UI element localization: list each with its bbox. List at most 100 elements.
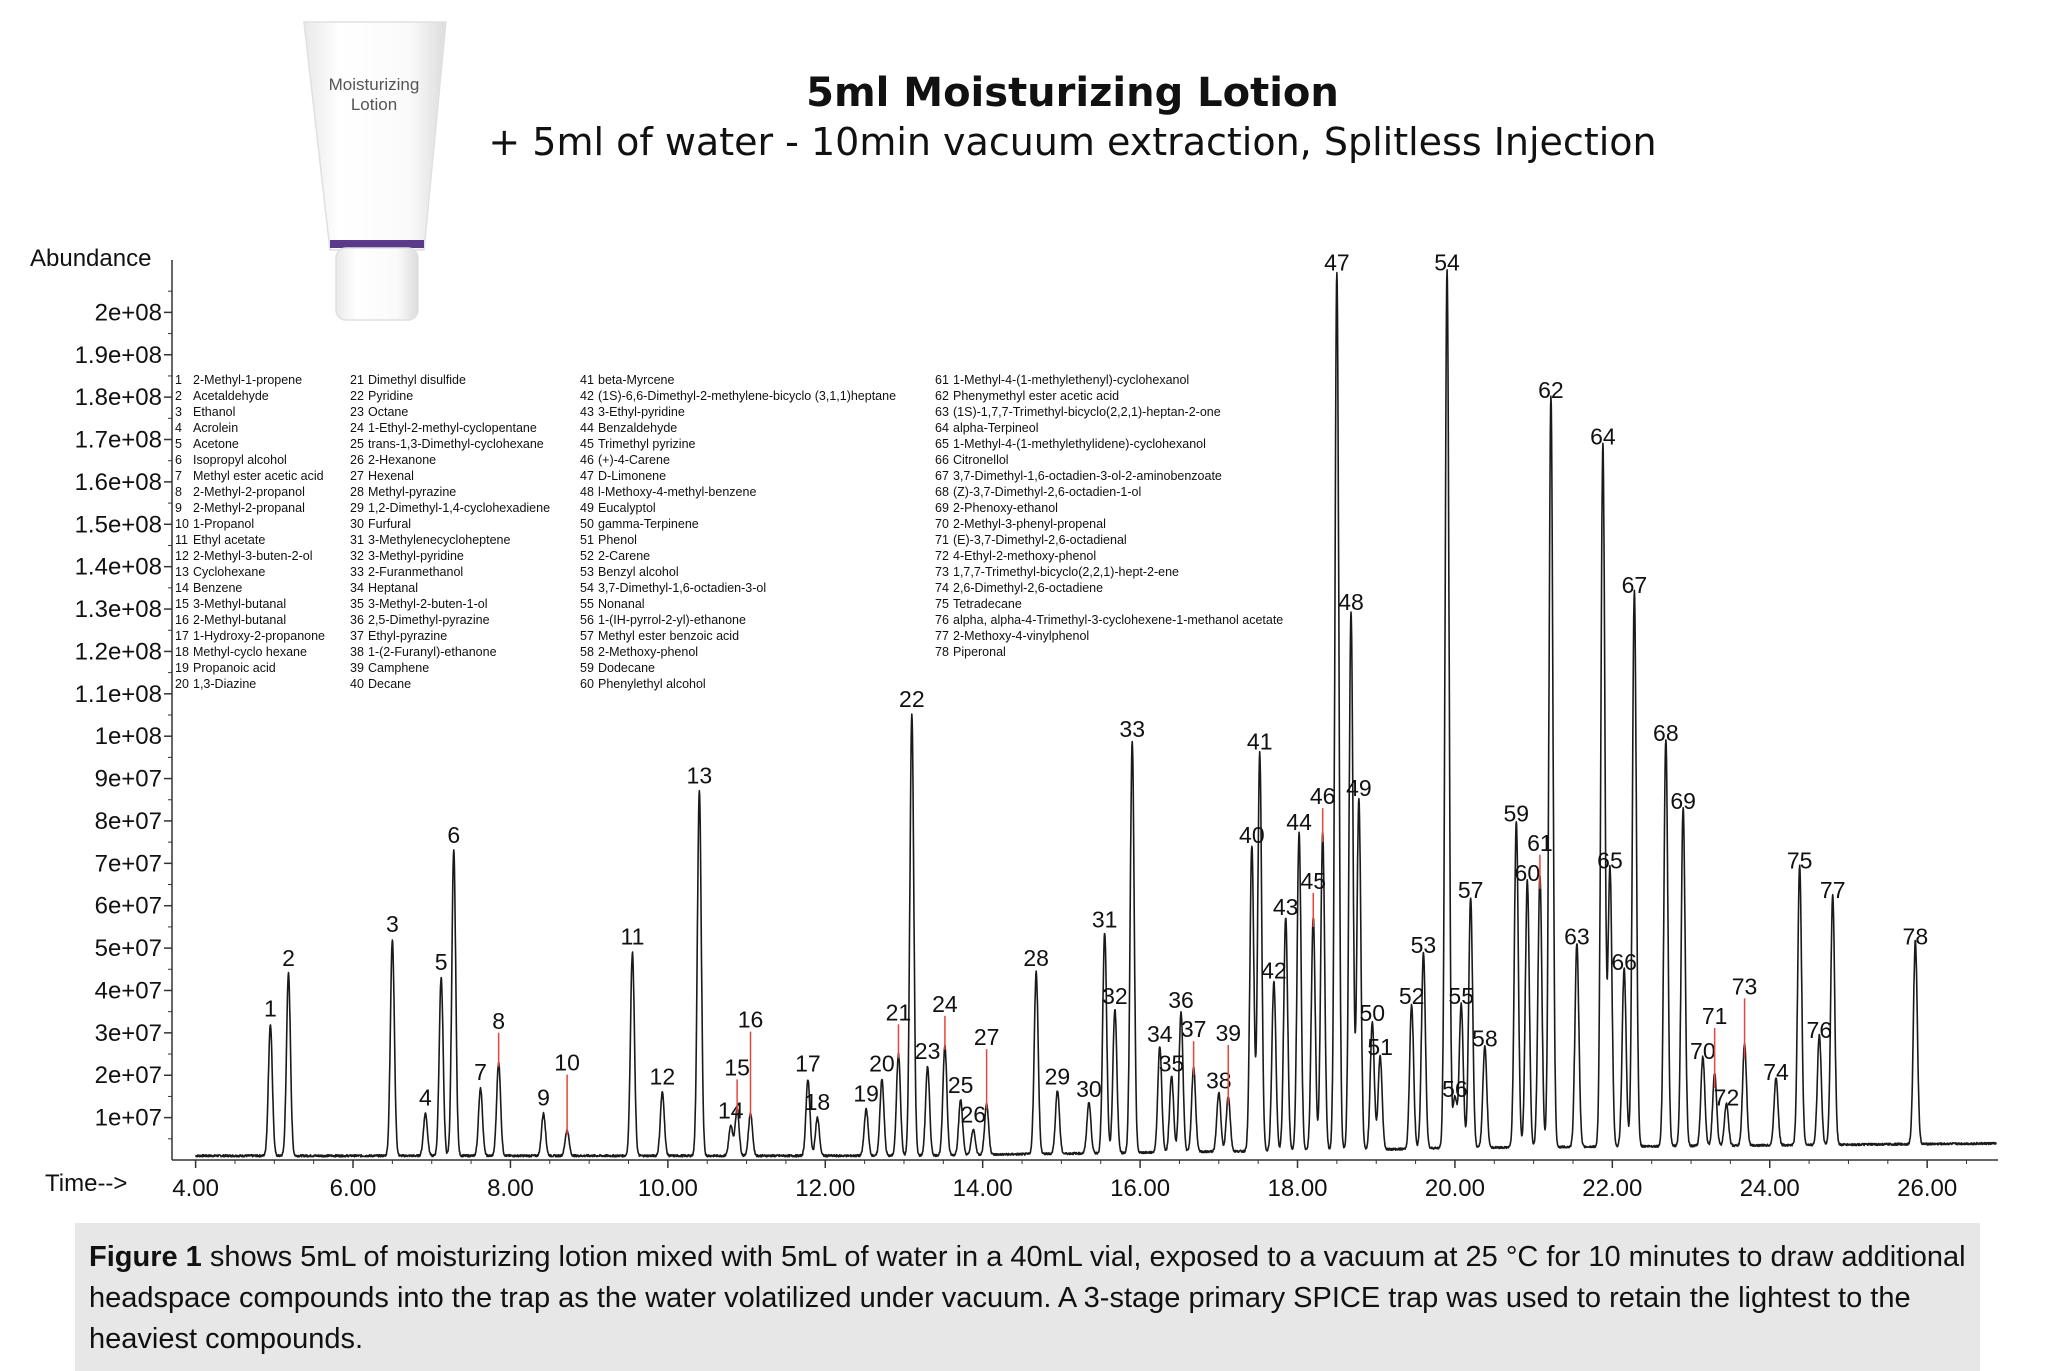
peak-label: 10 — [554, 1050, 580, 1076]
legend-entry-number: 78 — [935, 645, 949, 659]
peak-label: 46 — [1310, 783, 1336, 809]
legend-entry-number: 8 — [175, 485, 182, 499]
legend-entry-name: Decane — [368, 677, 412, 691]
legend-column: 61 1-Methyl-4-(1-methylethenyl)-cyclohexa… — [935, 372, 1283, 660]
peak-label: 69 — [1670, 788, 1696, 814]
legend-entry-name: 3-Ethyl-pyridine — [598, 405, 685, 419]
peak-label: 22 — [899, 686, 925, 712]
legend-entry: 67 3,7-Dimethyl-1,6-octadien-3-ol-2-amino… — [935, 468, 1283, 484]
peak-label: 55 — [1448, 983, 1474, 1009]
legend-entry: 17 1-Hydroxy-2-propanone — [175, 628, 325, 644]
peak-label: 2 — [282, 945, 295, 971]
peak-label: 26 — [960, 1102, 986, 1128]
legend-entry: 41 beta-Myrcene — [580, 372, 896, 388]
x-tick-label: 6.00 — [330, 1175, 377, 1202]
legend-entry: 38 1-(2-Furanyl)-ethanone — [350, 644, 550, 660]
legend-entry-name: 2-Methyl-butanal — [193, 613, 287, 627]
peak-label: 65 — [1597, 847, 1623, 873]
legend-entry-name: D-Limonene — [598, 469, 667, 483]
legend-entry-number: 12 — [175, 549, 189, 563]
chart-title: 5ml Moisturizing Lotion — [806, 70, 1339, 116]
figure-caption: Figure 1 shows 5mL of moisturizing lotio… — [75, 1223, 1980, 1371]
legend-entry: 58 2-Methoxy-phenol — [580, 644, 896, 660]
legend-entry: 29 1,2-Dimethyl-1,4-cyclohexadiene — [350, 500, 550, 516]
legend-entry-number: 65 — [935, 437, 949, 451]
peak-label: 23 — [915, 1038, 941, 1064]
peak-label: 35 — [1159, 1051, 1185, 1077]
legend-entry-name: 2-Methyl-2-propanal — [193, 501, 305, 515]
legend-entry-number: 75 — [935, 597, 949, 611]
legend-entry-name: Pyridine — [368, 389, 414, 403]
legend-entry-number: 2 — [175, 389, 182, 403]
legend-entry-number: 5 — [175, 437, 182, 451]
legend-column: 1 2-Methyl-1-propene 2 Acetaldehyde 3 Ethanol… — [175, 372, 325, 692]
legend-entry-number: 33 — [350, 565, 364, 579]
legend-entry-number: 44 — [580, 421, 594, 435]
peak-label: 54 — [1434, 250, 1460, 276]
legend-entry: 62 Phenymethyl ester acetic acid — [935, 388, 1283, 404]
y-tick-label: 2e+08 — [95, 299, 162, 326]
legend-entry-number: 38 — [350, 645, 364, 659]
legend-entry-name: Heptanal — [368, 581, 419, 595]
legend-entry-name: (E)-3,7-Dimethyl-2,6-octadienal — [953, 533, 1127, 547]
legend-entry-name: 2-Methyl-2-propanol — [193, 485, 305, 499]
legend-entry-number: 36 — [350, 613, 364, 627]
y-axis-label: Abundance — [30, 245, 152, 272]
peak-label: 25 — [948, 1072, 974, 1098]
y-tick-label: 1e+08 — [95, 723, 162, 750]
legend-entry: 10 1-Propanol — [175, 516, 325, 532]
legend-entry: 19 Propanoic acid — [175, 660, 325, 676]
legend-entry: 2 Acetaldehyde — [175, 388, 325, 404]
legend-entry-number: 51 — [580, 533, 594, 547]
legend-entry-number: 23 — [350, 405, 364, 419]
peak-label: 1 — [264, 996, 277, 1022]
peak-label: 70 — [1690, 1038, 1716, 1064]
peak-label: 71 — [1702, 1003, 1728, 1029]
legend-entry: 43 3-Ethyl-pyridine — [580, 404, 896, 420]
legend-entry: 12 2-Methyl-3-buten-2-ol — [175, 548, 325, 564]
legend-entry-number: 18 — [175, 645, 189, 659]
peak-label: 19 — [853, 1080, 879, 1106]
legend-entry-number: 71 — [935, 533, 949, 547]
legend-entry-name: Benzyl alcohol — [598, 565, 679, 579]
legend-entry-name: Phenol — [598, 533, 637, 547]
legend-entry: 15 3-Methyl-butanal — [175, 596, 325, 612]
legend-entry: 31 3-Methylenecycloheptene — [350, 532, 550, 548]
legend-entry-name: Camphene — [368, 661, 430, 675]
legend-entry: 22 Pyridine — [350, 388, 550, 404]
peak-label: 18 — [805, 1089, 831, 1115]
legend-entry-number: 70 — [935, 517, 949, 531]
legend-entry: 4 Acrolein — [175, 420, 325, 436]
y-tick-label: 1.8e+08 — [75, 384, 162, 411]
legend-entry-name: Phenymethyl ester acetic acid — [953, 389, 1120, 403]
peak-label: 9 — [537, 1085, 550, 1111]
peak-label: 57 — [1458, 877, 1484, 903]
legend-entry-name: Hexenal — [368, 469, 414, 483]
legend-entry-number: 49 — [580, 501, 594, 515]
legend-entry-number: 58 — [580, 645, 594, 659]
peak-label: 58 — [1472, 1025, 1498, 1051]
peak-label: 63 — [1564, 924, 1590, 950]
y-tick-label: 1.5e+08 — [75, 511, 162, 538]
peak-label: 72 — [1714, 1085, 1740, 1111]
legend-entry-number: 41 — [580, 373, 594, 387]
peak-label: 45 — [1300, 868, 1326, 894]
legend-entry: 64 alpha-Terpineol — [935, 420, 1283, 436]
legend-entry-number: 42 — [580, 389, 594, 403]
legend-entry: 26 2-Hexanone — [350, 452, 550, 468]
legend-entry-name: Acrolein — [193, 421, 239, 435]
legend-entry: 9 2-Methyl-2-propanal — [175, 500, 325, 516]
x-tick-label: 22.00 — [1582, 1175, 1642, 1202]
legend-entry-number: 14 — [175, 581, 189, 595]
legend-entry-number: 11 — [175, 533, 188, 547]
legend-entry: 36 2,5-Dimethyl-pyrazine — [350, 612, 550, 628]
legend-entry-number: 69 — [935, 501, 949, 515]
legend-entry-number: 29 — [350, 501, 364, 515]
peak-label: 33 — [1119, 716, 1145, 742]
legend-entry: 74 2,6-Dimethyl-2,6-octadiene — [935, 580, 1283, 596]
legend-entry-number: 46 — [580, 453, 594, 467]
legend-entry-number: 73 — [935, 565, 949, 579]
legend-entry-name: Phenylethyl alcohol — [598, 677, 706, 691]
axes-group: 1e+07 2e+07 3e+07 4e+07 5e+07 6e+07 7e+07 8e+07… — [75, 260, 1998, 1202]
peak-label: 4 — [419, 1085, 432, 1111]
